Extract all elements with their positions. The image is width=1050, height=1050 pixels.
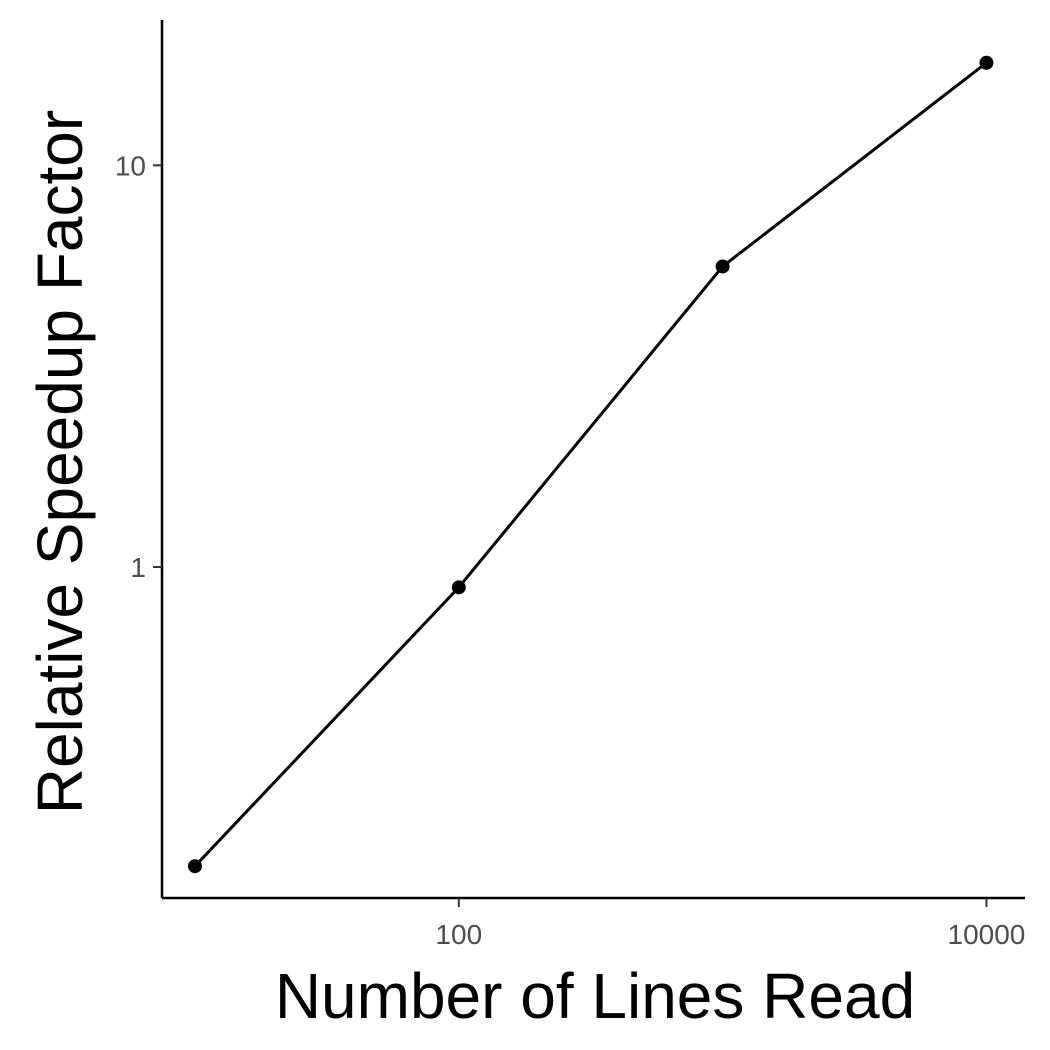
y-tick-label: 10 [115, 150, 146, 181]
data-point [715, 259, 730, 274]
y-axis-title: Relative Speedup Factor [24, 110, 96, 814]
axes [160, 20, 1025, 900]
x-tick-label: 100 [435, 919, 482, 950]
series-line [193, 61, 988, 868]
data-point [451, 580, 466, 595]
ticks: 100 10000 1 10 [115, 150, 1026, 950]
series-group [187, 55, 994, 874]
data-point [979, 55, 994, 70]
x-tick-label: 10000 [948, 919, 1026, 950]
data-point [187, 859, 202, 874]
x-axis-title: Number of Lines Read [275, 960, 915, 1032]
y-tick-label: 1 [130, 552, 146, 583]
